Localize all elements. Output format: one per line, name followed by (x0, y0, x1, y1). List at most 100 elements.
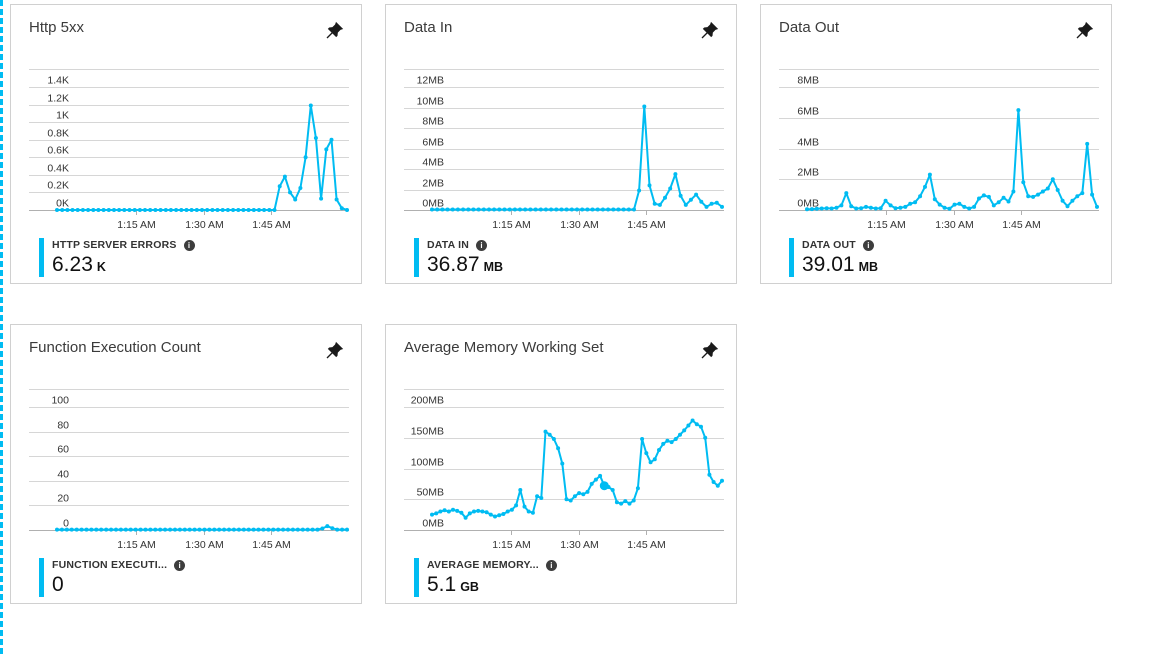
tile-function-execution-count[interactable]: Function Execution Count 100 80 60 40 20 0 1:1… (10, 324, 362, 604)
data-point (246, 527, 251, 532)
data-point (977, 196, 981, 201)
data-point (711, 480, 716, 484)
data-point (459, 510, 464, 515)
tile-data-in[interactable]: Data In 12MB 10MB 8MB 6MB 4MB 2MB 0MB 1:15 AM 1:… (385, 4, 737, 284)
x-tick-label: 1:15 AM (117, 219, 156, 231)
data-point (65, 208, 70, 212)
data-point (898, 205, 903, 210)
data-point (694, 192, 699, 197)
metric-summary: AVERAGE MEMORY... 5.1GB (414, 558, 557, 597)
x-tick-label: 1:45 AM (1002, 219, 1041, 231)
pin-icon[interactable] (700, 339, 722, 361)
data-point (435, 207, 440, 212)
metric-label: HTTP SERVER ERRORS (52, 239, 177, 251)
data-point (329, 137, 334, 142)
data-point (590, 207, 595, 212)
data-point (293, 197, 298, 202)
metric-value: 0 (52, 573, 185, 597)
data-point (678, 432, 682, 437)
data-point (463, 515, 468, 520)
data-point (814, 206, 819, 211)
y-tick-label: 6MB (797, 106, 819, 118)
data-point (619, 501, 624, 506)
data-point (518, 488, 523, 492)
data-point (231, 527, 236, 532)
data-point (267, 208, 272, 212)
y-tick-label: 0MB (422, 198, 444, 210)
data-point (143, 208, 147, 212)
data-point (74, 527, 79, 532)
data-point (487, 207, 491, 212)
data-point (148, 208, 153, 212)
data-point (903, 204, 908, 209)
y-tick-label: 8MB (422, 116, 444, 128)
data-point (593, 477, 598, 482)
data-point (440, 207, 445, 212)
data-point (849, 204, 854, 209)
data-point (445, 207, 450, 212)
pin-icon[interactable] (1075, 19, 1097, 41)
data-point (320, 526, 325, 531)
highlighted-data-point (599, 481, 609, 491)
pin-icon[interactable] (325, 339, 347, 361)
y-tick-label: 100 (51, 395, 69, 407)
data-point (138, 527, 143, 532)
data-point (665, 438, 670, 443)
data-point (575, 207, 579, 212)
metric-accent-bar (789, 238, 794, 277)
x-tick-label: 1:30 AM (560, 539, 599, 551)
y-tick-label: 80 (57, 420, 69, 432)
data-point (632, 207, 636, 212)
data-point (114, 527, 118, 532)
pin-icon[interactable] (700, 19, 722, 41)
y-tick-label: 1.4K (47, 75, 69, 87)
data-point (1050, 177, 1055, 182)
data-point (1085, 141, 1090, 146)
data-point (878, 206, 883, 211)
data-point (471, 207, 476, 212)
data-point (86, 208, 91, 212)
data-point (69, 527, 74, 532)
tile-title: Data In (404, 19, 453, 36)
info-icon[interactable] (183, 239, 195, 251)
info-icon[interactable] (476, 239, 488, 251)
metric-summary: FUNCTION EXECUTI... 0 (39, 558, 186, 597)
data-point (577, 491, 582, 496)
data-point (551, 437, 556, 441)
data-point (514, 503, 519, 508)
x-tick-label: 1:15 AM (867, 219, 906, 231)
data-point (962, 204, 967, 209)
data-point (148, 527, 153, 532)
data-point (281, 527, 286, 532)
data-point (652, 201, 657, 206)
y-tick-label: 4MB (797, 137, 819, 149)
chart-plot: 100 80 60 40 20 0 1:15 AM 1:30 AM 1:45 AM (29, 389, 351, 555)
tile-title: Http 5xx (29, 19, 85, 36)
info-icon[interactable] (545, 559, 557, 571)
y-tick-label: 10MB (417, 96, 444, 108)
data-point (932, 197, 937, 202)
data-point (467, 511, 472, 516)
data-point (854, 206, 859, 211)
tile-average-memory-working-set[interactable]: Average Memory Working Set 200MB 150MB 100… (385, 324, 737, 604)
data-point (179, 208, 184, 212)
data-point (168, 527, 173, 532)
pin-icon[interactable] (325, 19, 347, 41)
data-point (236, 208, 241, 212)
data-point (319, 196, 324, 201)
y-tick-label: 0MB (797, 198, 819, 210)
data-point (290, 527, 295, 532)
info-icon[interactable] (862, 239, 874, 251)
tile-http-5xx[interactable]: Http 5xx 1.4K 1.2K 1K 0.8K 0.6K 0.4K 0.2K 0K 1:1… (10, 4, 362, 284)
data-point (688, 197, 693, 202)
tile-data-out[interactable]: Data Out 8MB 6MB 4MB 2MB 0MB 1:15 AM 1:30 AM 1:… (760, 4, 1112, 284)
data-point (207, 527, 212, 532)
data-point (251, 527, 256, 532)
y-tick-label: 0.4K (47, 163, 69, 175)
y-tick-label: 50MB (417, 487, 444, 499)
data-point (222, 527, 227, 532)
info-icon[interactable] (174, 559, 186, 571)
tile-title: Function Execution Count (29, 339, 201, 356)
data-point (80, 208, 85, 212)
data-point (91, 208, 96, 212)
